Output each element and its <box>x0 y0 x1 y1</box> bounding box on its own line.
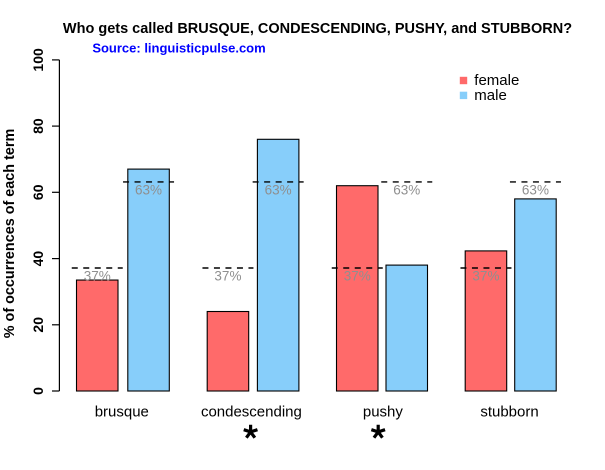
svg-text:37%: 37% <box>84 268 111 283</box>
svg-text:pushy: pushy <box>363 404 404 421</box>
svg-text:0: 0 <box>30 387 46 395</box>
svg-text:brusque: brusque <box>95 404 149 421</box>
svg-text:Source: linguisticpulse.com: Source: linguisticpulse.com <box>92 41 265 56</box>
svg-text:60: 60 <box>30 184 46 200</box>
svg-text:100: 100 <box>30 48 46 72</box>
svg-text:40: 40 <box>30 251 46 267</box>
svg-text:male: male <box>474 87 507 104</box>
svg-text:% of occurrences of each term: % of occurrences of each term <box>2 129 18 339</box>
svg-text:condescending: condescending <box>201 404 302 421</box>
svg-text:63%: 63% <box>135 182 162 197</box>
svg-text:37%: 37% <box>472 268 499 283</box>
svg-text:37%: 37% <box>214 268 241 283</box>
svg-text:Who gets called BRUSQUE, CONDE: Who gets called BRUSQUE, CONDESCENDING, … <box>63 21 572 37</box>
svg-text:37%: 37% <box>344 268 371 283</box>
svg-text:63%: 63% <box>522 182 549 197</box>
svg-text:stubborn: stubborn <box>480 404 538 421</box>
svg-text:female: female <box>474 72 519 89</box>
svg-text:63%: 63% <box>265 182 292 197</box>
svg-text:63%: 63% <box>393 182 420 197</box>
svg-text:80: 80 <box>30 118 46 134</box>
svg-text:20: 20 <box>30 317 46 333</box>
